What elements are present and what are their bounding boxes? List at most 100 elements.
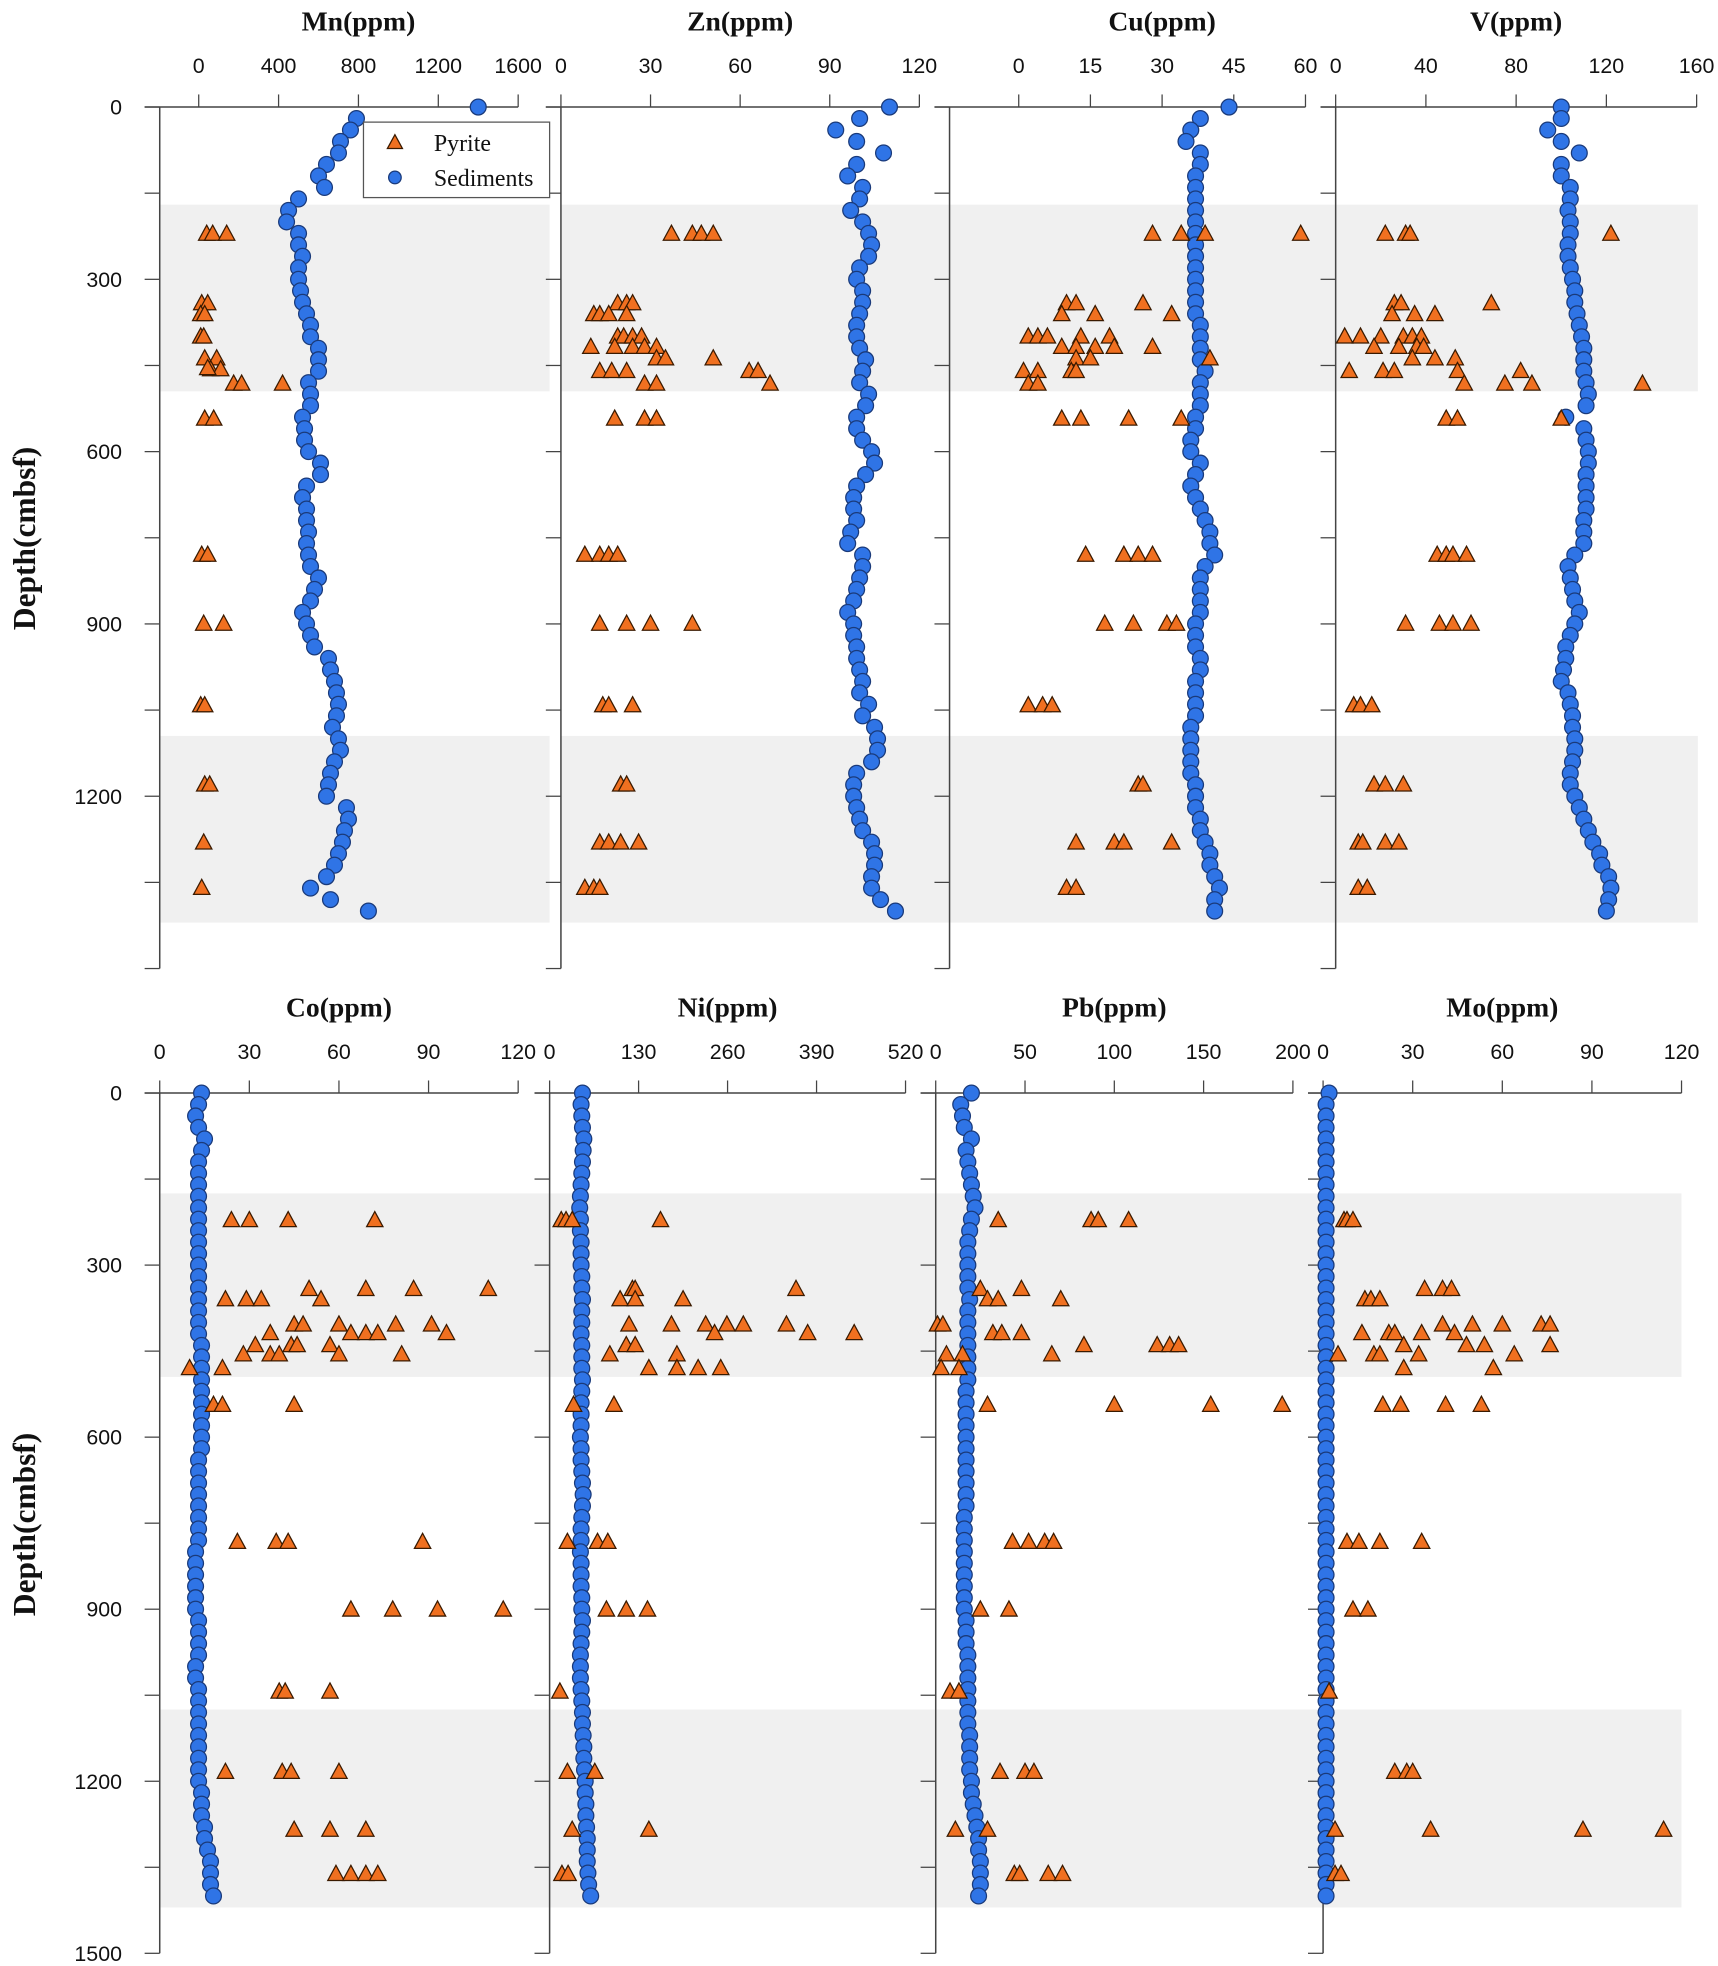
sediment-point-zn — [880, 98, 899, 116]
pyrite-point-co — [404, 1279, 423, 1297]
pyrite-point-co — [341, 1323, 361, 1341]
pyrite-point-pb — [999, 1599, 1019, 1617]
pyrite-point-v — [1364, 336, 1384, 355]
pyrite-point-pb — [1042, 1344, 1062, 1362]
shaded-band — [549, 1193, 936, 1377]
pyrite-point-cu — [1066, 832, 1086, 850]
pyrite-point-mo — [1325, 1819, 1345, 1837]
sediment-point-mn — [469, 98, 487, 116]
pyrite-point-cu — [1133, 774, 1153, 792]
pyrite-point-v — [1362, 695, 1381, 713]
pyrite-point-pb — [978, 1819, 997, 1837]
pyrite-point-v — [1385, 361, 1404, 379]
sediment-point-mn — [309, 362, 328, 380]
pyrite-point-pb — [978, 1394, 997, 1412]
sediment-point-zn — [848, 132, 866, 151]
pyrite-point-zn — [599, 304, 618, 322]
sediment-point-cu — [1206, 902, 1224, 920]
pyrite-point-v — [1601, 223, 1621, 241]
pyrite-point-v — [1403, 348, 1422, 366]
pyrite-point-co — [320, 1819, 340, 1837]
sediment-point-zn — [857, 397, 875, 415]
pyrite-point-cu — [1052, 336, 1071, 355]
pyrite-point-pb — [990, 1761, 1010, 1779]
shaded-band — [159, 735, 550, 923]
pyrite-point-ni — [550, 1681, 570, 1699]
sediment-point-zn — [860, 247, 878, 265]
pyrite-point-v — [1358, 878, 1377, 896]
pyrite-point-co — [269, 1344, 289, 1362]
sediment-point-zn — [851, 374, 869, 392]
pyrite-point-cu — [1085, 336, 1105, 355]
pyrite-point-ni — [564, 1394, 583, 1412]
pyrite-point-v — [1425, 304, 1445, 322]
sediment-point-zn — [871, 891, 890, 909]
pyrite-point-pb — [1024, 1761, 1044, 1779]
pyrite-point-ni — [673, 1289, 693, 1307]
pyrite-point-pb — [971, 1279, 990, 1297]
pyrite-point-co — [278, 1210, 298, 1228]
pyrite-point-ni — [786, 1279, 806, 1297]
pyrite-point-zn — [647, 373, 666, 391]
sediment-point-zn — [839, 167, 857, 185]
pyrite-point-ni — [705, 1323, 724, 1341]
pyrite-point-co — [341, 1864, 361, 1882]
pyrite-point-mn — [198, 293, 217, 311]
pyrite-point-co — [341, 1599, 361, 1617]
pyrite-point-pb — [1019, 1531, 1038, 1550]
y-tick-label: 0 — [110, 96, 122, 120]
pyrite-point-mo — [1370, 1289, 1390, 1307]
sediment-point-co — [204, 1887, 223, 1905]
pyrite-point-v — [1461, 613, 1481, 631]
pyrite-point-co — [234, 1344, 253, 1362]
pyrite-point-mo — [1415, 1279, 1434, 1297]
pyrite-point-v — [1448, 361, 1467, 379]
pyrite-point-mn — [195, 304, 214, 322]
pyrite-point-v — [1351, 695, 1370, 713]
pyrite-point-mn — [194, 832, 213, 850]
pyrite-point-ni — [604, 1394, 624, 1412]
pyrite-point-zn — [748, 361, 768, 379]
pyrite-point-mo — [1373, 1394, 1393, 1412]
x-tick-label-ni: 260 — [710, 1040, 746, 1064]
pyrite-point-v — [1511, 361, 1530, 379]
pyrite-point-v — [1457, 544, 1476, 562]
pyrite-point-cu — [1081, 348, 1100, 366]
pyrite-point-co — [392, 1344, 411, 1362]
pyrite-point-pb — [1003, 1531, 1022, 1550]
pyrite-point-cu — [1171, 408, 1191, 426]
pyrite-point-v — [1495, 373, 1515, 391]
sediment-point-cu — [1220, 98, 1238, 116]
pyrite-point-zn — [617, 613, 636, 631]
pyrite-point-v — [1482, 293, 1501, 311]
pyrite-point-pb — [1201, 1394, 1220, 1412]
pyrite-point-mo — [1493, 1314, 1512, 1332]
x-tick-label-mn: 400 — [261, 54, 297, 78]
sediment-point-mn — [359, 902, 377, 920]
pyrite-point-v — [1376, 774, 1395, 792]
x-tick-label-cu: 0 — [1013, 54, 1025, 78]
sediment-point-mn — [315, 178, 334, 196]
legend-pyrite-label: Pyrite — [434, 131, 491, 157]
sediment-point-mn — [321, 891, 340, 909]
axes: Mn(ppm)0 400 800 1200 160003006009001200Zn(p… — [74, 5, 1714, 1966]
pyrite-point-zn — [647, 408, 666, 426]
pyrite-point-mo — [1412, 1323, 1431, 1341]
shaded-bands — [159, 204, 1698, 1908]
pyrite-point-zn — [608, 544, 627, 562]
pyrite-point-ni — [625, 1289, 645, 1307]
pyrite-point-ni — [711, 1358, 730, 1376]
pyrite-point-co — [281, 1761, 301, 1779]
y-tick-label: 300 — [86, 1254, 122, 1278]
pyrite-point-pb — [988, 1289, 1008, 1307]
shaded-band — [1323, 1709, 1682, 1908]
y-tick-label: 1200 — [74, 785, 122, 809]
x-tick-label-co: 0 — [154, 1040, 166, 1064]
pyrite-point-mo — [1343, 1210, 1363, 1228]
sediment-point-v — [1575, 534, 1593, 553]
pyrite-point-pb — [1074, 1335, 1094, 1353]
pyrite-point-co — [428, 1599, 447, 1617]
pyrite-point-cu — [1143, 223, 1162, 241]
sediment-point-mn — [311, 466, 330, 484]
pyrite-point-mo — [1442, 1279, 1461, 1297]
